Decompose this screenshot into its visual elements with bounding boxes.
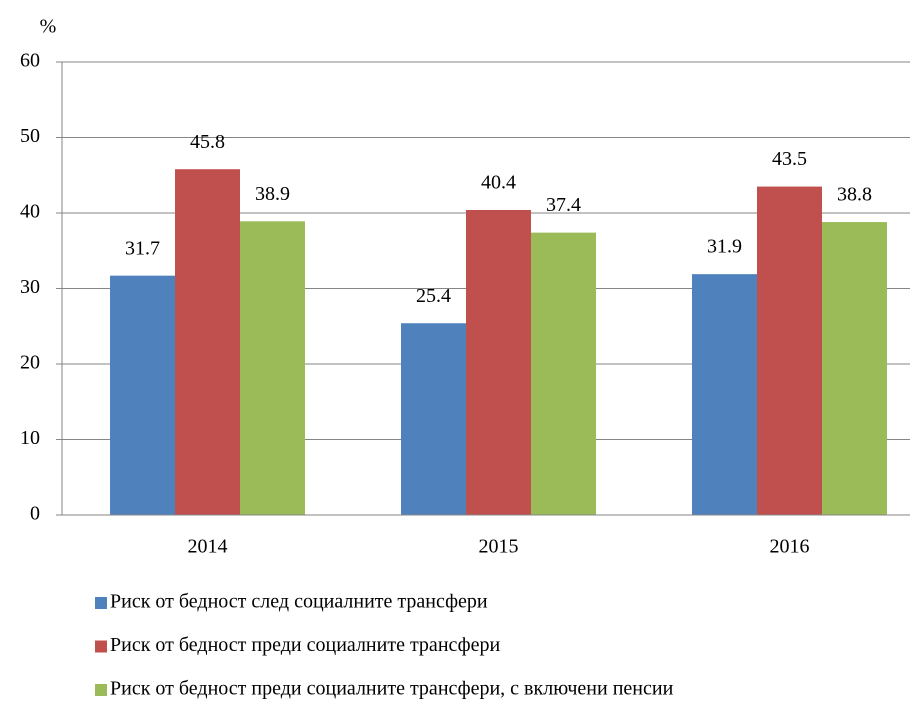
legend-label: Риск от бедност преди социалните трансфе…	[110, 678, 674, 700]
bar	[821, 222, 887, 515]
data-label: 37.4	[546, 194, 581, 216]
y-tick-label: 50	[20, 125, 40, 147]
legend-swatch	[95, 597, 107, 609]
y-tick-label: 40	[20, 201, 40, 223]
bar	[757, 186, 822, 515]
data-label: 31.7	[125, 237, 160, 259]
data-label: 40.4	[481, 172, 516, 194]
y-tick-label: 20	[20, 352, 40, 374]
bar	[401, 323, 467, 515]
y-tick-label: 30	[20, 276, 40, 298]
x-tick-label: 2016	[770, 536, 810, 558]
bar	[239, 221, 305, 515]
y-axis-label: %	[40, 16, 57, 38]
bar	[110, 275, 176, 515]
bar	[692, 274, 758, 515]
data-label: 38.8	[837, 184, 872, 206]
bar	[175, 169, 240, 515]
x-tick-label: 2015	[479, 536, 519, 558]
data-label: 43.5	[772, 148, 807, 170]
bar	[466, 209, 531, 516]
y-tick-label: 10	[20, 427, 40, 449]
data-label: 45.8	[190, 131, 225, 153]
x-tick-label: 2014	[188, 536, 228, 558]
legend-label: Риск от бедност преди социалните трансфе…	[110, 634, 500, 656]
y-tick-label: 0	[30, 503, 40, 525]
data-label: 31.9	[707, 236, 742, 258]
bar	[530, 232, 596, 515]
legend-label: Риск от бедност след социалните трансфер…	[110, 591, 488, 613]
data-label: 38.9	[255, 183, 290, 205]
y-tick-label: 60	[20, 50, 40, 72]
legend-swatch	[95, 684, 107, 696]
legend-swatch	[95, 640, 107, 653]
data-label: 25.4	[416, 285, 451, 307]
